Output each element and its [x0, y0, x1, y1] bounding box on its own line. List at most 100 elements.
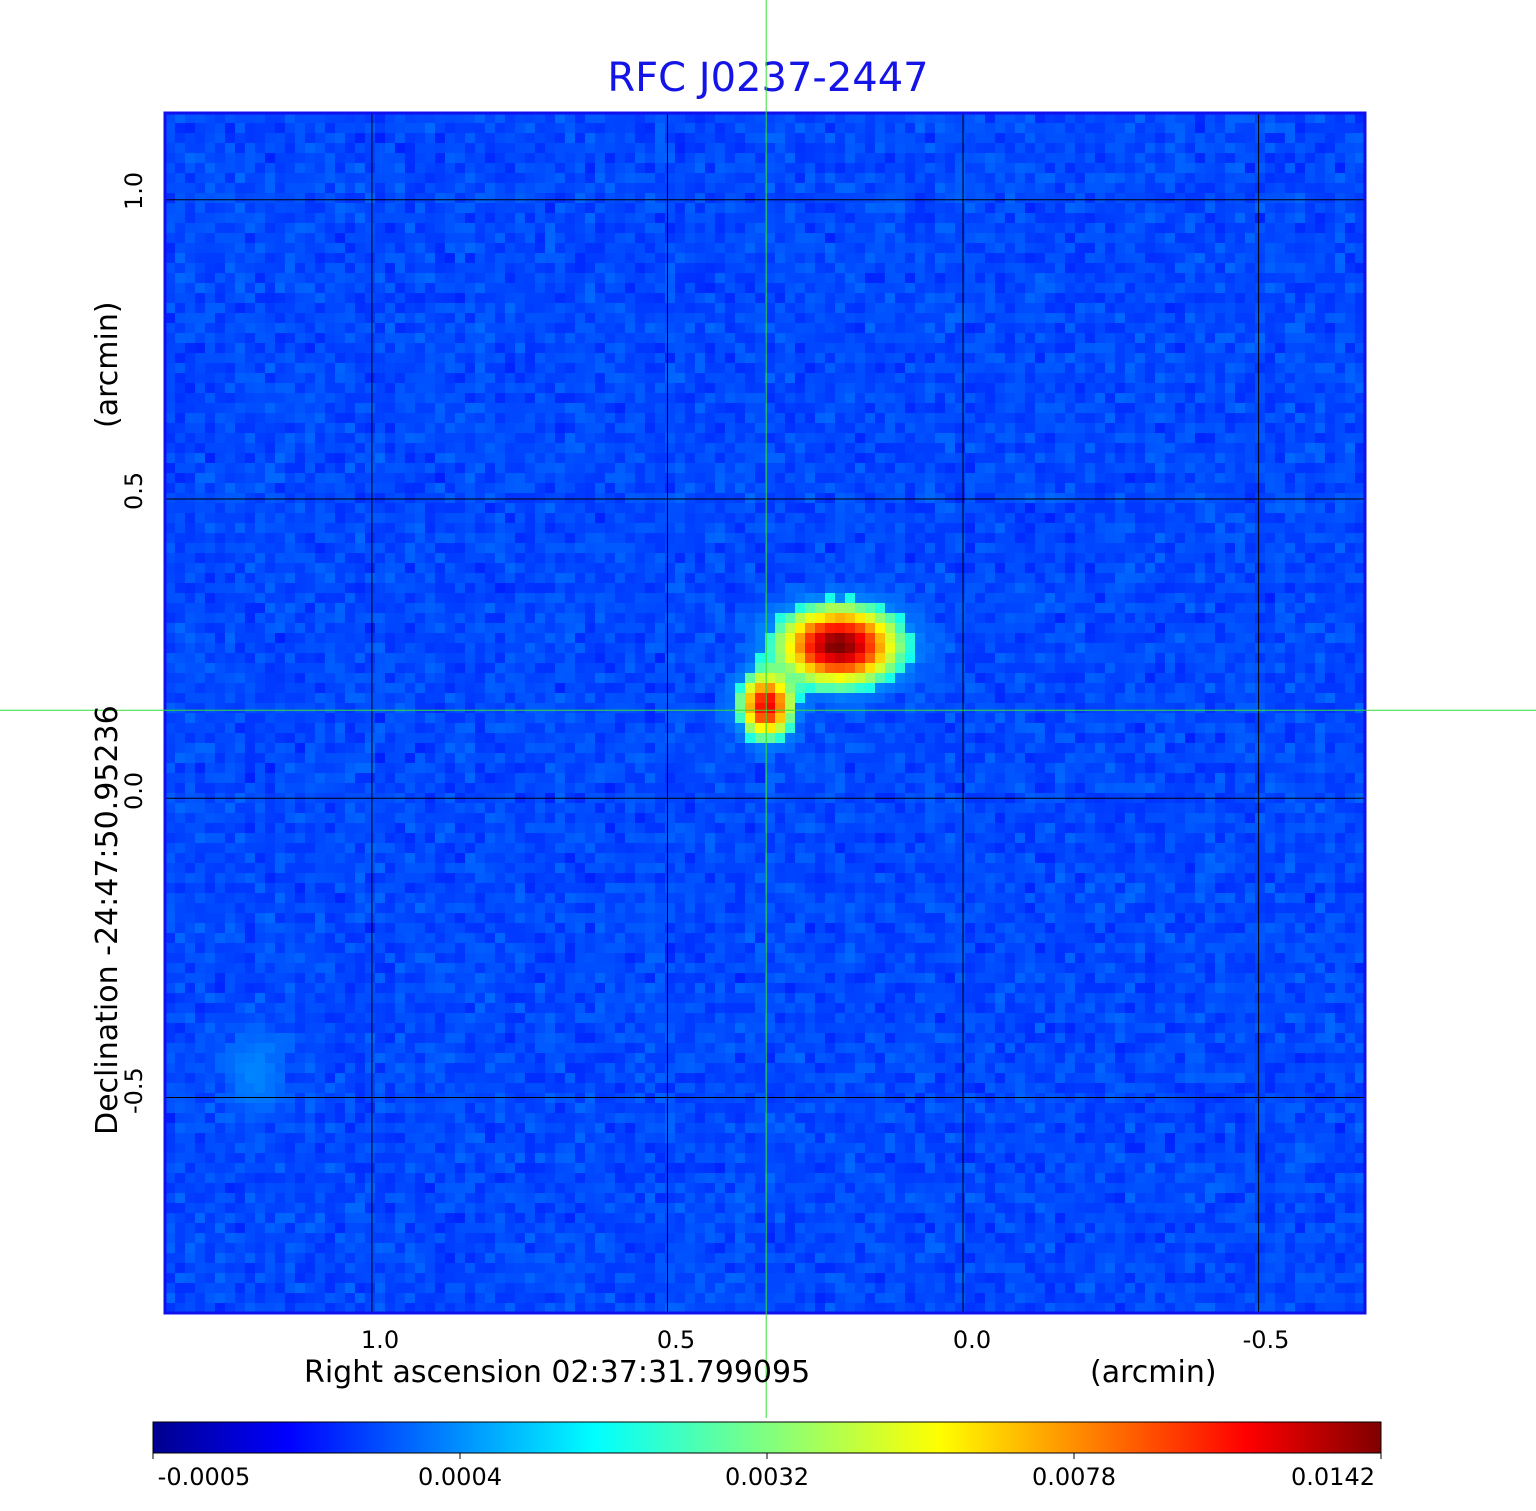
heatmap-cell — [665, 373, 676, 384]
heatmap-cell — [865, 473, 876, 484]
heatmap-cell — [845, 463, 856, 474]
heatmap-cell — [885, 213, 896, 224]
heatmap-cell — [475, 173, 486, 184]
heatmap-cell — [315, 173, 326, 184]
heatmap-cell — [195, 213, 206, 224]
heatmap-cell — [165, 393, 176, 404]
heatmap-cell — [215, 223, 226, 234]
heatmap-cell — [475, 193, 486, 204]
heatmap-cell — [895, 443, 906, 454]
heatmap-cell — [1205, 203, 1216, 214]
heatmap-cell — [905, 493, 916, 504]
heatmap-cell — [625, 233, 636, 244]
heatmap-cell — [1325, 443, 1336, 454]
heatmap-cell — [1275, 283, 1286, 294]
heatmap-cell — [485, 283, 496, 294]
heatmap-cell — [1175, 133, 1186, 144]
heatmap-cell — [845, 113, 856, 124]
heatmap-cell — [1175, 333, 1186, 344]
heatmap-cell — [475, 453, 486, 464]
heatmap-cell — [1205, 473, 1216, 484]
heatmap-cell — [485, 393, 496, 404]
heatmap-cell — [505, 413, 516, 424]
heatmap-cell — [575, 443, 586, 454]
heatmap-cell — [1125, 303, 1136, 314]
heatmap-cell — [875, 283, 886, 294]
heatmap-cell — [715, 293, 726, 304]
heatmap-cell — [1235, 253, 1246, 264]
heatmap-cell — [995, 403, 1006, 414]
heatmap-cell — [475, 233, 486, 244]
heatmap-cell — [625, 183, 636, 194]
heatmap-cell — [575, 453, 586, 464]
heatmap-cell — [565, 353, 576, 364]
heatmap-cell — [275, 333, 286, 344]
heatmap-cell — [455, 203, 466, 214]
heatmap-cell — [885, 433, 896, 444]
heatmap-cell — [675, 523, 686, 534]
heatmap-cell — [395, 383, 406, 394]
heatmap-cell — [415, 203, 426, 214]
heatmap-cell — [655, 153, 666, 164]
heatmap-cell — [725, 273, 736, 284]
heatmap-cell — [1035, 333, 1046, 344]
heatmap-cell — [335, 353, 346, 364]
heatmap-cell — [325, 203, 336, 214]
heatmap-cell — [255, 323, 266, 334]
heatmap-cell — [345, 323, 356, 334]
heatmap-cell — [645, 453, 656, 464]
heatmap-cell — [1215, 403, 1226, 414]
heatmap-cell — [505, 473, 516, 484]
heatmap-cell — [185, 523, 196, 534]
heatmap-cell — [675, 123, 686, 134]
heatmap-cell — [1335, 363, 1346, 374]
heatmap-cell — [365, 383, 376, 394]
heatmap-cell — [495, 393, 506, 404]
heatmap-cell — [1095, 143, 1106, 154]
heatmap-cell — [1025, 353, 1036, 364]
heatmap-cell — [965, 203, 976, 214]
heatmap-cell — [485, 253, 496, 264]
heatmap-cell — [605, 483, 616, 494]
heatmap-cell — [1005, 273, 1016, 284]
heatmap-cell — [1125, 493, 1136, 504]
heatmap-cell — [385, 153, 396, 164]
heatmap-cell — [1225, 353, 1236, 364]
heatmap-cell — [1165, 163, 1176, 174]
heatmap-cell — [525, 173, 536, 184]
heatmap-cell — [885, 303, 896, 314]
heatmap-cell — [455, 383, 466, 394]
heatmap-cell — [675, 513, 686, 524]
heatmap-cell — [805, 223, 816, 234]
heatmap-cell — [1105, 393, 1116, 404]
heatmap-cell — [595, 123, 606, 134]
heatmap-cell — [195, 353, 206, 364]
heatmap-cell — [835, 473, 846, 484]
heatmap-cell — [195, 273, 206, 284]
heatmap-cell — [415, 283, 426, 294]
heatmap-cell — [1235, 343, 1246, 354]
heatmap-cell — [475, 203, 486, 214]
heatmap-cell — [745, 233, 756, 244]
heatmap-cell — [745, 243, 756, 254]
heatmap-cell — [1265, 203, 1276, 214]
heatmap-cell — [635, 433, 646, 444]
heatmap-cell — [375, 273, 386, 284]
heatmap-cell — [745, 193, 756, 204]
heatmap-cell — [285, 263, 296, 274]
heatmap-cell — [935, 333, 946, 344]
heatmap-cell — [1255, 323, 1266, 334]
heatmap-cell — [1035, 243, 1046, 254]
heatmap-cell — [1235, 363, 1246, 374]
heatmap-cell — [975, 373, 986, 384]
heatmap-cell — [335, 493, 346, 504]
heatmap-cell — [225, 273, 236, 284]
heatmap-cell — [405, 163, 416, 174]
heatmap-cell — [965, 503, 976, 514]
heatmap-cell — [875, 373, 886, 384]
heatmap-cell — [765, 213, 776, 224]
heatmap-cell — [665, 203, 676, 214]
heatmap-cell — [1155, 253, 1166, 264]
heatmap-cell — [345, 493, 356, 504]
heatmap-cell — [1345, 403, 1356, 414]
